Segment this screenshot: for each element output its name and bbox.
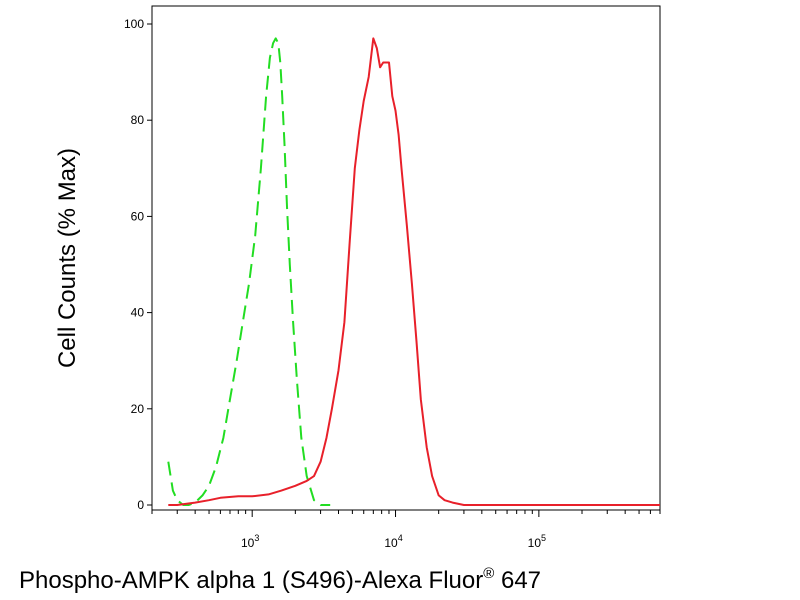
x-axis-title: Phospho-AMPK alpha 1 (S496)-Alexa Fluor®… <box>19 565 541 594</box>
x-tick-label-base: 10 <box>384 536 398 550</box>
y-tick-label: 0 <box>137 498 144 512</box>
x-axis-title-main: Phospho-AMPK alpha 1 (S496)-Alexa Fluor <box>19 567 483 594</box>
y-tick-label: 60 <box>131 209 145 223</box>
series-layer <box>167 37 660 506</box>
y-axis-title: Cell Counts (% Max) <box>54 148 81 368</box>
plot-frame <box>151 5 661 511</box>
x-tick-label-exponent: 4 <box>398 533 403 543</box>
x-tick-label-base: 10 <box>528 536 542 550</box>
y-tick-label: 40 <box>131 306 145 320</box>
x-tick-label: 105 <box>528 533 546 550</box>
y-tick-label: 80 <box>131 113 145 127</box>
x-axis-ticks: 103 104 105 <box>151 510 661 550</box>
x-tick-label-base: 10 <box>241 536 255 550</box>
y-tick-label: 20 <box>131 402 145 416</box>
x-tick-label-exponent: 3 <box>254 533 259 543</box>
x-tick-label-exponent: 5 <box>541 533 546 543</box>
sample-histogram-line <box>168 37 660 506</box>
y-axis-ticks: 0 20 40 60 80 100 <box>124 17 152 512</box>
x-axis-title-suffix: 647 <box>494 567 541 594</box>
x-axis-title-registered-mark: ® <box>483 565 494 582</box>
x-tick-label: 104 <box>384 533 402 550</box>
control-histogram-line <box>167 37 331 506</box>
y-tick-label: 100 <box>124 17 144 31</box>
x-tick-label: 103 <box>241 533 259 550</box>
